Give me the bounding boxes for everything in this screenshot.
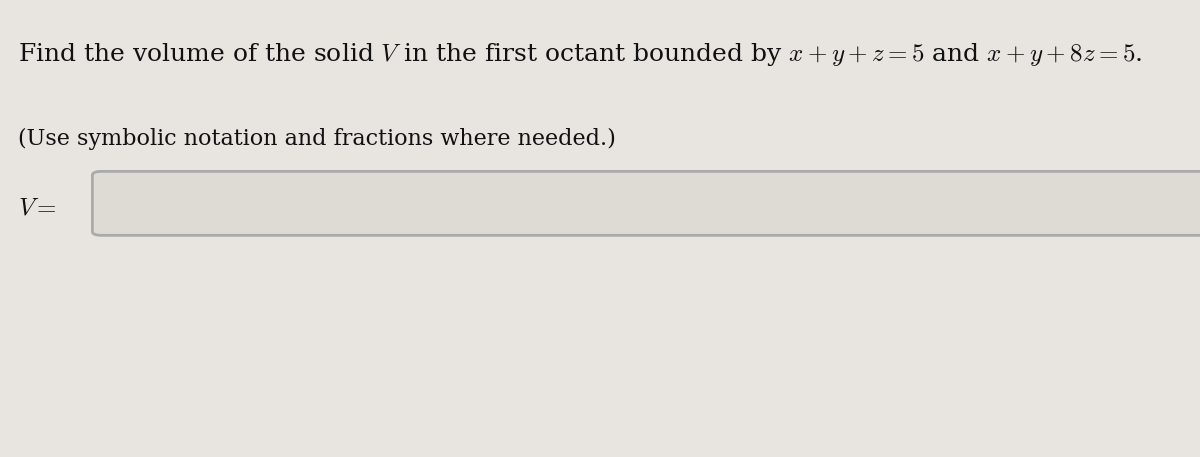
Text: $V =$: $V =$ bbox=[18, 197, 56, 219]
Text: (Use symbolic notation and fractions where needed.): (Use symbolic notation and fractions whe… bbox=[18, 128, 616, 150]
FancyBboxPatch shape bbox=[92, 171, 1200, 235]
Text: Find the volume of the solid $V$ in the first octant bounded by $x + y + z = 5$ : Find the volume of the solid $V$ in the … bbox=[18, 41, 1142, 68]
